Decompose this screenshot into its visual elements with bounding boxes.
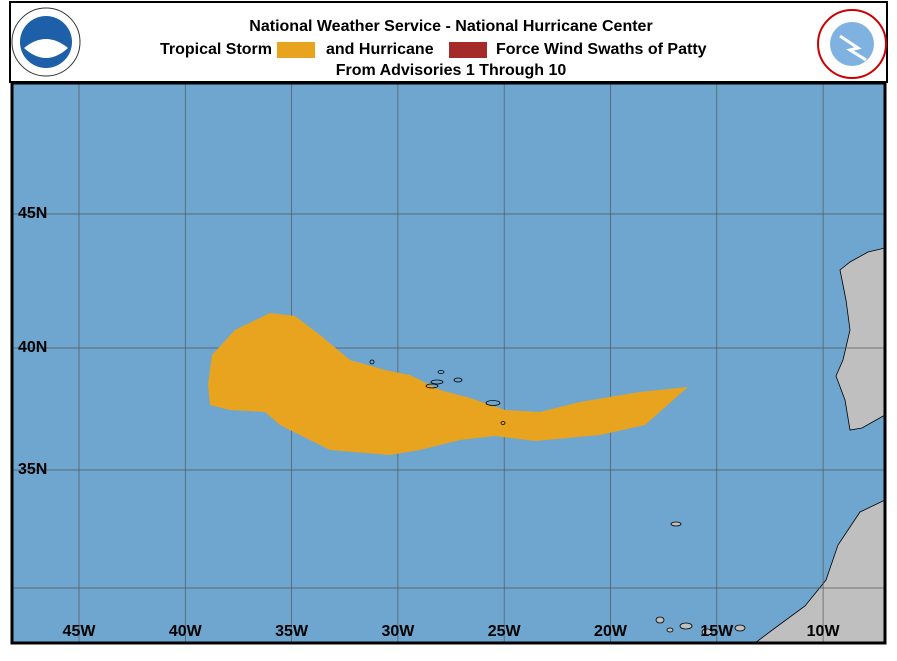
- legend-swatch: [277, 42, 315, 58]
- legend-label: Tropical Storm: [160, 41, 272, 58]
- lon-label: 40W: [169, 623, 203, 640]
- ocean: [12, 83, 885, 643]
- noaa-logo: [11, 7, 81, 77]
- lat-label: 45N: [18, 205, 47, 222]
- lon-label: 30W: [381, 623, 415, 640]
- lon-label: 25W: [488, 623, 522, 640]
- land: [835, 247, 886, 431]
- lon-label: 20W: [594, 623, 628, 640]
- lon-label: 45W: [63, 623, 97, 640]
- islands: [655, 521, 746, 636]
- lat-label: 40N: [18, 339, 47, 356]
- wind-swath: [208, 313, 688, 455]
- header-box: [9, 1, 888, 83]
- lon-label: 35W: [275, 623, 309, 640]
- graticule: [12, 83, 885, 643]
- azores: [369, 359, 506, 425]
- nws-logo: [817, 9, 887, 79]
- lon-label: 10W: [807, 623, 841, 640]
- subtitle: From Advisories 1 Through 10: [336, 62, 567, 79]
- labels: 45N 40N 35N 45W 40W 35W 30W 25W 20W 15W 10W: [18, 205, 840, 640]
- legend-label: and Hurricane: [326, 41, 434, 58]
- map-frame: [10, 81, 887, 645]
- legend-swatch: [449, 42, 487, 58]
- legend-label: Force Wind Swaths of Patty: [496, 41, 707, 58]
- lon-label: 15W: [700, 623, 734, 640]
- title: National Weather Service - National Hurr…: [249, 18, 652, 35]
- lat-label: 35N: [18, 461, 47, 478]
